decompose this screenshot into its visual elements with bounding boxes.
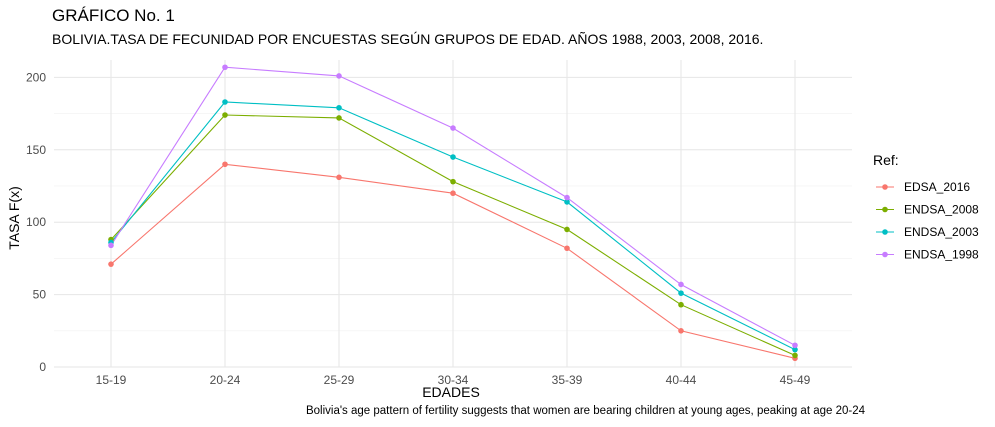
data-point-ENDSA_2003 [450,154,456,160]
data-point-ENDSA_2003 [222,99,228,105]
y-tick-label: 100 [26,215,46,229]
data-point-ENDSA_2008 [792,352,798,359]
x-tick-label: 25-29 [324,373,355,387]
data-point-ENDSA_1998 [336,73,342,79]
data-point-ENDSA_1998 [564,194,570,201]
y-tick-label: 200 [26,70,46,84]
x-tick-label: 20-24 [210,373,241,387]
data-point-EDSA_2016 [450,190,456,197]
x-tick-label: 35-39 [552,373,583,387]
data-point-ENDSA_2003 [792,346,798,353]
x-tick-label: 15-19 [96,373,127,387]
legend-key-point [882,184,888,190]
x-axis-title: EDADES [422,384,480,400]
legend-label: ENDSA_2008 [904,203,979,217]
y-tick-label: 150 [26,143,46,157]
y-tick-label: 50 [33,288,47,302]
data-point-ENDSA_1998 [792,342,798,349]
data-point-ENDSA_1998 [222,64,228,71]
data-point-EDSA_2016 [222,161,228,168]
data-point-EDSA_2016 [108,261,114,267]
data-point-ENDSA_1998 [678,281,684,288]
legend-key-point [882,251,888,258]
data-point-ENDSA_2003 [336,104,342,111]
grid-lines [54,60,852,368]
data-point-ENDSA_1998 [108,242,114,249]
data-point-ENDSA_2008 [222,112,228,118]
x-tick-label: 45-49 [780,373,811,387]
y-axis: 0 50 100 150 200 [26,70,46,374]
legend-label: ENDSA_2003 [904,225,979,239]
x-tick-label: 40-44 [666,373,697,387]
legend-label: ENDSA_1998 [904,248,979,262]
legend-title: Ref: [873,152,899,168]
legend-key-point [882,206,888,213]
x-axis: 15-19 20-24 25-29 30-34 35-39 40-44 45-49 [96,373,811,387]
data-point-EDSA_2016 [678,327,684,334]
data-point-ENDSA_2003 [678,290,684,296]
data-point-EDSA_2016 [564,245,570,252]
legend: Ref: EDSA_2016 ENDSA_2008 ENDSA_2003 ENDSA_… [873,152,979,262]
data-point-EDSA_2016 [336,174,342,181]
legend-label: EDSA_2016 [904,180,970,194]
series-points [108,64,798,362]
chart-title: GRÁFICO No. 1 [52,6,175,25]
legend-key-point [882,229,888,235]
data-point-ENDSA_2008 [336,115,342,121]
data-point-ENDSA_2003 [564,199,570,205]
y-axis-title: TASA F(x) [6,186,22,250]
chart-caption: Bolivia's age pattern of fertility sugge… [305,405,865,417]
data-point-ENDSA_2008 [564,226,570,233]
y-tick-label: 0 [39,360,46,374]
chart-subtitle: BOLIVIA.TASA DE FECUNIDAD POR ENCUESTAS … [52,31,764,47]
data-point-ENDSA_2008 [450,178,456,185]
data-point-ENDSA_2008 [678,301,684,308]
data-point-ENDSA_1998 [450,125,456,131]
x-tick-label: 30-34 [438,373,469,387]
